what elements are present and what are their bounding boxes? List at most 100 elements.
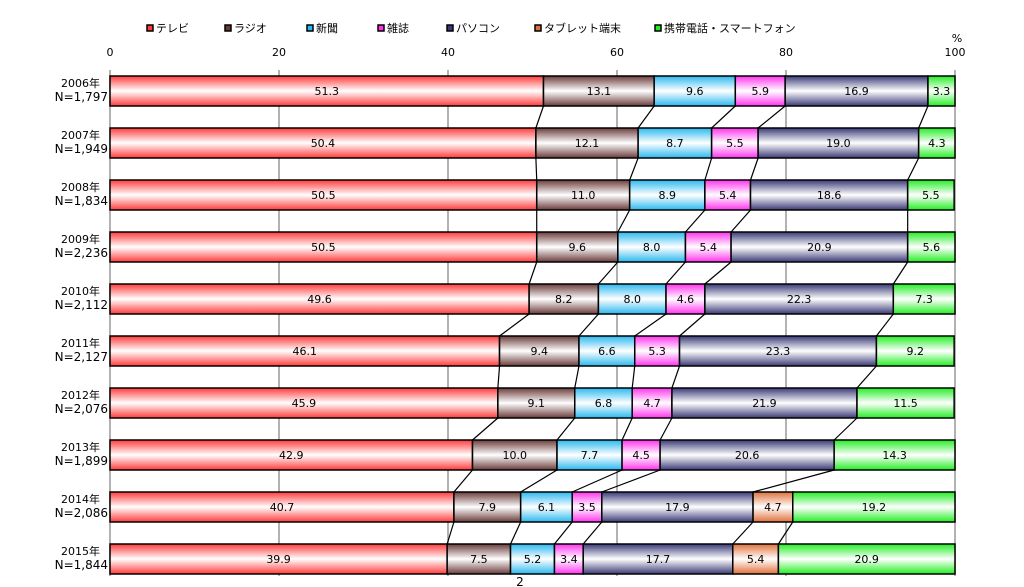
data-label: 7.3 xyxy=(915,293,933,306)
bar-segment xyxy=(710,127,759,159)
x-tick-label: 40 xyxy=(441,46,455,59)
connector-line xyxy=(679,313,706,337)
data-label: 5.2 xyxy=(524,553,542,566)
connector-line xyxy=(578,313,599,337)
page-number: 2 xyxy=(516,575,524,587)
connector-line xyxy=(497,365,501,389)
bar-segment xyxy=(628,179,706,211)
data-label: 50.4 xyxy=(311,137,336,150)
legend-swatch xyxy=(224,24,232,32)
bar-segment xyxy=(109,387,499,419)
data-label: 7.5 xyxy=(470,553,488,566)
data-label: 8.9 xyxy=(659,189,677,202)
data-label: 42.9 xyxy=(279,449,304,462)
data-label: 4.6 xyxy=(677,293,695,306)
connector-line xyxy=(757,105,786,129)
data-label: 6.1 xyxy=(538,501,556,514)
connector-line xyxy=(704,261,732,285)
bar-segment xyxy=(684,231,732,263)
data-label: 16.9 xyxy=(844,85,869,98)
bar-segment xyxy=(633,335,681,367)
connector-line xyxy=(617,209,631,233)
data-label: 20.6 xyxy=(735,449,760,462)
data-label: 9.6 xyxy=(569,241,587,254)
connector-line xyxy=(520,469,558,493)
category-n: N=1,899 xyxy=(55,454,108,468)
data-label: 8.0 xyxy=(643,241,661,254)
data-label: 6.8 xyxy=(595,397,613,410)
bar-segment xyxy=(659,439,835,471)
bar-segment xyxy=(109,491,455,523)
data-label: 7.7 xyxy=(581,449,599,462)
unit-label: % xyxy=(952,32,962,45)
bar-segment xyxy=(637,127,713,159)
legend-swatch xyxy=(306,24,314,32)
data-label: 5.5 xyxy=(922,189,940,202)
data-label: 20.9 xyxy=(854,553,879,566)
x-tick-label: 80 xyxy=(779,46,793,59)
x-tick-label: 0 xyxy=(107,46,114,59)
bar-segment xyxy=(535,179,631,211)
connector-line xyxy=(597,261,619,285)
connector-line xyxy=(453,469,473,493)
bar-segment xyxy=(856,387,955,419)
connector-line xyxy=(528,261,538,285)
connector-line xyxy=(499,313,530,337)
bar-segment xyxy=(535,127,639,159)
data-label: 22.3 xyxy=(787,293,812,306)
connector-line xyxy=(554,521,573,545)
bar-segment xyxy=(453,491,522,523)
legend-label: パソコン xyxy=(456,22,500,35)
bar-segment xyxy=(535,231,619,263)
legend-swatch xyxy=(534,24,542,32)
data-label: 6.6 xyxy=(598,345,616,358)
category-n: N=2,112 xyxy=(55,298,108,312)
bar-segment xyxy=(704,283,895,315)
category-year: 2011年 xyxy=(61,336,100,350)
bar-segment xyxy=(917,127,956,159)
data-label: 8.0 xyxy=(623,293,641,306)
connector-line xyxy=(629,157,639,181)
category-year: 2006年 xyxy=(61,76,100,90)
data-label: 50.5 xyxy=(311,241,336,254)
bar-segment xyxy=(446,543,512,575)
bar-segment xyxy=(906,179,955,211)
x-tick-label: 100 xyxy=(945,46,966,59)
connector-line xyxy=(535,105,545,129)
bar-segment xyxy=(571,491,603,523)
data-label: 39.9 xyxy=(266,553,291,566)
bar-segment xyxy=(875,335,955,367)
legend-swatch xyxy=(377,24,385,32)
connector-line xyxy=(752,469,835,493)
bar-segment xyxy=(892,283,956,315)
bar-segment xyxy=(109,439,474,471)
data-label: 13.1 xyxy=(587,85,612,98)
data-label: 5.3 xyxy=(648,345,666,358)
data-label: 9.1 xyxy=(528,397,546,410)
bar-segment xyxy=(582,543,734,575)
connector-line xyxy=(535,157,538,181)
bar-segment xyxy=(734,75,786,107)
data-label: 4.3 xyxy=(928,137,946,150)
x-tick-label: 20 xyxy=(272,46,286,59)
data-label: 18.6 xyxy=(817,189,842,202)
bar-segment xyxy=(497,387,576,419)
data-label: 3.5 xyxy=(578,501,596,514)
connector-line xyxy=(732,521,754,545)
connector-line xyxy=(631,365,636,389)
connector-line xyxy=(556,417,576,441)
bar-segment xyxy=(498,335,580,367)
connector-line xyxy=(892,261,909,285)
data-label: 45.9 xyxy=(292,397,317,410)
connector-line xyxy=(684,209,706,233)
bar-segment xyxy=(777,543,956,575)
bar-segment xyxy=(597,283,667,315)
data-label: 4.5 xyxy=(632,449,650,462)
bar-segment xyxy=(927,75,956,107)
connector-line xyxy=(907,157,920,181)
data-label: 11.5 xyxy=(893,397,918,410)
connector-line xyxy=(833,417,858,441)
